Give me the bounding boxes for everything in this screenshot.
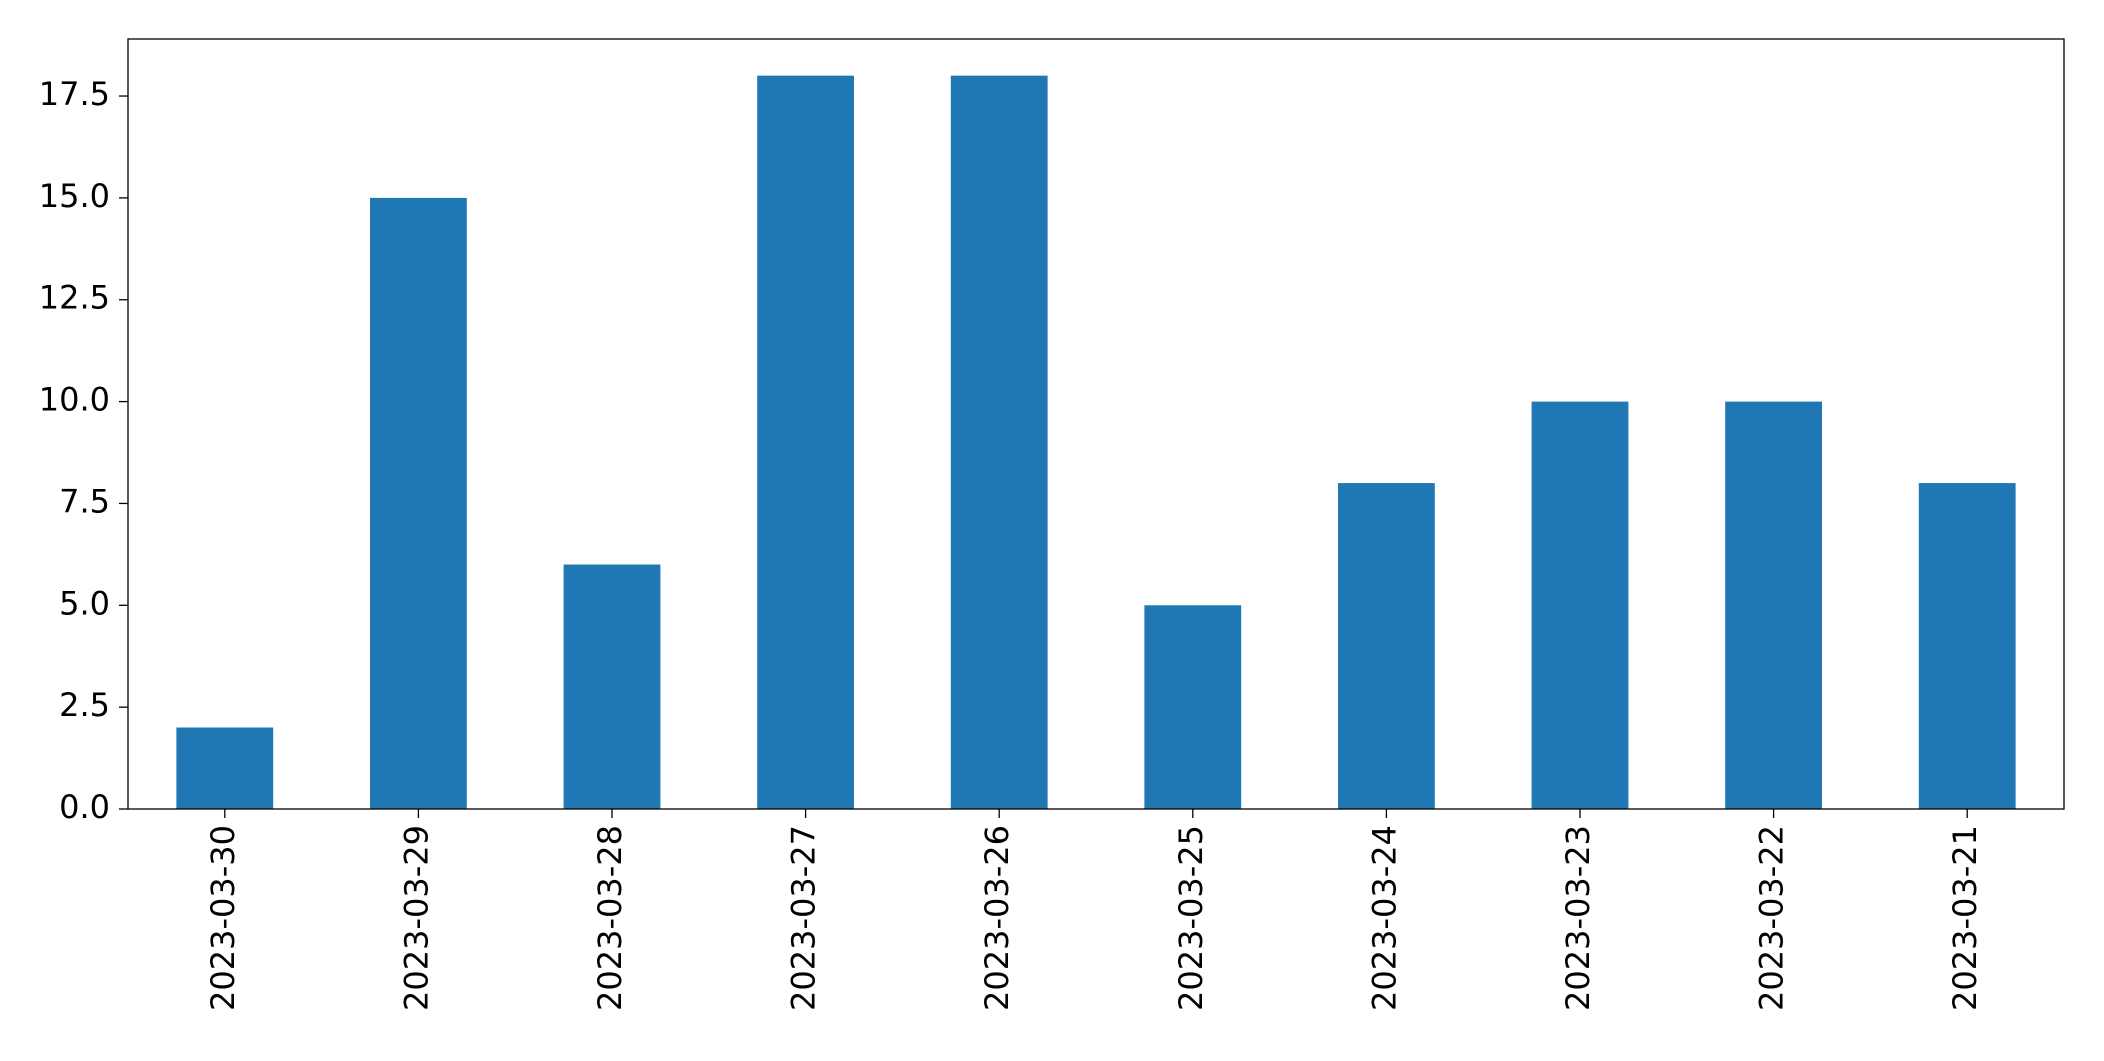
bar: [757, 75, 854, 809]
plot-frame: [127, 38, 2065, 810]
bar: [950, 75, 1048, 809]
bar: [1531, 401, 1629, 809]
x-tick-label: 2023-03-22: [1753, 825, 1791, 1011]
y-tick-label: 5.0: [59, 584, 110, 622]
bar: [1144, 605, 1242, 809]
y-tick-label: 10.0: [39, 381, 110, 419]
bar: [1725, 401, 1822, 809]
x-tick-label: 2023-03-28: [591, 825, 629, 1011]
x-tick-label: 2023-03-25: [1172, 825, 1210, 1011]
bar: [1918, 483, 2016, 809]
x-tick-label: 2023-03-30: [204, 825, 242, 1011]
y-tick-label: 15.0: [39, 177, 110, 215]
y-tick-label: 12.5: [39, 279, 110, 317]
y-tick-label: 2.5: [59, 686, 110, 724]
x-tick-label: 2023-03-26: [978, 825, 1016, 1011]
x-tick-label: 2023-03-21: [1946, 825, 1984, 1011]
y-tick-label: 7.5: [59, 482, 110, 520]
bar: [370, 197, 467, 809]
bar: [1338, 483, 1435, 809]
y-tick-label: 0.0: [59, 788, 110, 826]
x-tick-label: 2023-03-29: [397, 825, 435, 1011]
bar: [176, 727, 274, 809]
y-tick-label: 17.5: [39, 75, 110, 113]
bar: [563, 564, 661, 809]
x-tick-label: 2023-03-27: [785, 825, 823, 1011]
x-tick-label: 2023-03-24: [1365, 825, 1403, 1011]
x-tick-label: 2023-03-23: [1559, 825, 1597, 1011]
